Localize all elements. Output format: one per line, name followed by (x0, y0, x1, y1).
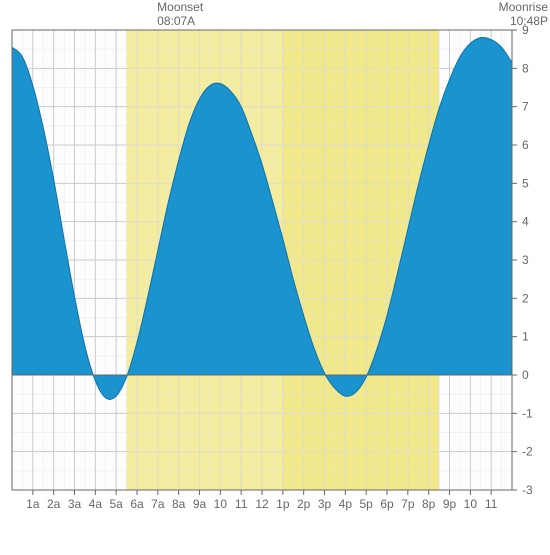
x-tick-label: 5p (359, 497, 373, 511)
y-tick-label: -1 (522, 406, 533, 420)
y-tick-label: 7 (522, 100, 529, 114)
y-tick-label: 5 (522, 176, 529, 190)
x-tick-label: 9p (443, 497, 457, 511)
chart-svg: -3-2-101234567891a2a3a4a5a6a7a8a9a101112… (0, 0, 550, 550)
moonset-time: 08:07A (157, 14, 203, 28)
x-tick-label: 8a (172, 497, 186, 511)
moonrise-name: Moonrise (499, 0, 548, 14)
x-tick-label: 10 (214, 497, 228, 511)
moonset-label: Moonset 08:07A (157, 0, 203, 29)
x-tick-label: 4a (89, 497, 103, 511)
x-tick-label: 11 (235, 497, 248, 511)
x-tick-label: 7p (401, 497, 415, 511)
x-tick-label: 3p (318, 497, 332, 511)
moonrise-label: Moonrise 10:48P (499, 0, 548, 29)
x-tick-label: 8p (422, 497, 436, 511)
y-tick-label: -3 (522, 483, 533, 497)
y-tick-label: 0 (522, 368, 529, 382)
x-tick-label: 2a (47, 497, 61, 511)
x-tick-label: 10 (464, 497, 478, 511)
y-tick-label: 8 (522, 61, 529, 75)
x-tick-label: 6a (130, 497, 144, 511)
x-tick-label: 5a (109, 497, 123, 511)
y-tick-label: 3 (522, 253, 529, 267)
moonrise-time: 10:48P (499, 14, 548, 28)
y-tick-label: 1 (522, 330, 529, 344)
x-tick-label: 2p (297, 497, 311, 511)
x-tick-label: 12 (255, 497, 269, 511)
x-tick-label: 11 (485, 497, 498, 511)
x-tick-label: 3a (68, 497, 82, 511)
x-tick-label: 7a (151, 497, 165, 511)
moonset-name: Moonset (157, 0, 203, 14)
x-tick-label: 6p (380, 497, 394, 511)
x-tick-label: 1p (276, 497, 290, 511)
y-tick-label: 4 (522, 215, 529, 229)
x-tick-label: 9a (193, 497, 207, 511)
y-tick-label: 2 (522, 291, 529, 305)
tide-chart: Moonset 08:07A Moonrise 10:48P -3-2-1012… (0, 0, 550, 550)
y-tick-label: -2 (522, 445, 533, 459)
y-tick-label: 6 (522, 138, 529, 152)
x-tick-label: 1a (26, 497, 40, 511)
x-tick-label: 4p (339, 497, 353, 511)
